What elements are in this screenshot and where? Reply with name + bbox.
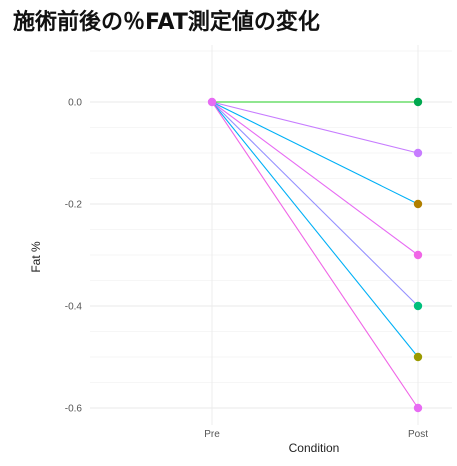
x-tick-label: Pre [204, 429, 220, 440]
y-tick-label: -0.4 [65, 302, 83, 313]
data-point-1 [413, 97, 423, 107]
data-point-3 [413, 199, 423, 209]
y-tick-labels: 0.0 -0.2 -0.4 -0.6 [65, 98, 83, 415]
x-tick-labels: Pre Post [204, 429, 428, 440]
data-point-7 [413, 403, 423, 413]
data-point-0 [207, 97, 217, 107]
series-line-6 [211, 101, 419, 409]
grid-lines [90, 45, 452, 425]
chart-title: 施術前後の％FAT測定値の変化 [13, 10, 320, 35]
series-line-5 [211, 101, 419, 358]
y-axis-title: Fat % [29, 241, 43, 273]
series-lines [211, 101, 419, 409]
series-line-3 [211, 101, 419, 256]
data-point-5 [413, 301, 423, 311]
y-tick-label: 0.0 [68, 98, 82, 109]
data-point-4 [413, 250, 423, 260]
data-points [207, 97, 423, 413]
series-line-1 [211, 101, 419, 154]
data-point-2 [413, 148, 423, 158]
series-line-4 [211, 101, 419, 307]
y-tick-label: -0.6 [65, 404, 83, 415]
y-tick-label: -0.2 [65, 200, 83, 211]
data-point-6 [413, 352, 423, 362]
x-tick-label: Post [408, 429, 428, 440]
x-axis-title: Condition [289, 441, 340, 455]
series-line-2 [211, 101, 419, 205]
